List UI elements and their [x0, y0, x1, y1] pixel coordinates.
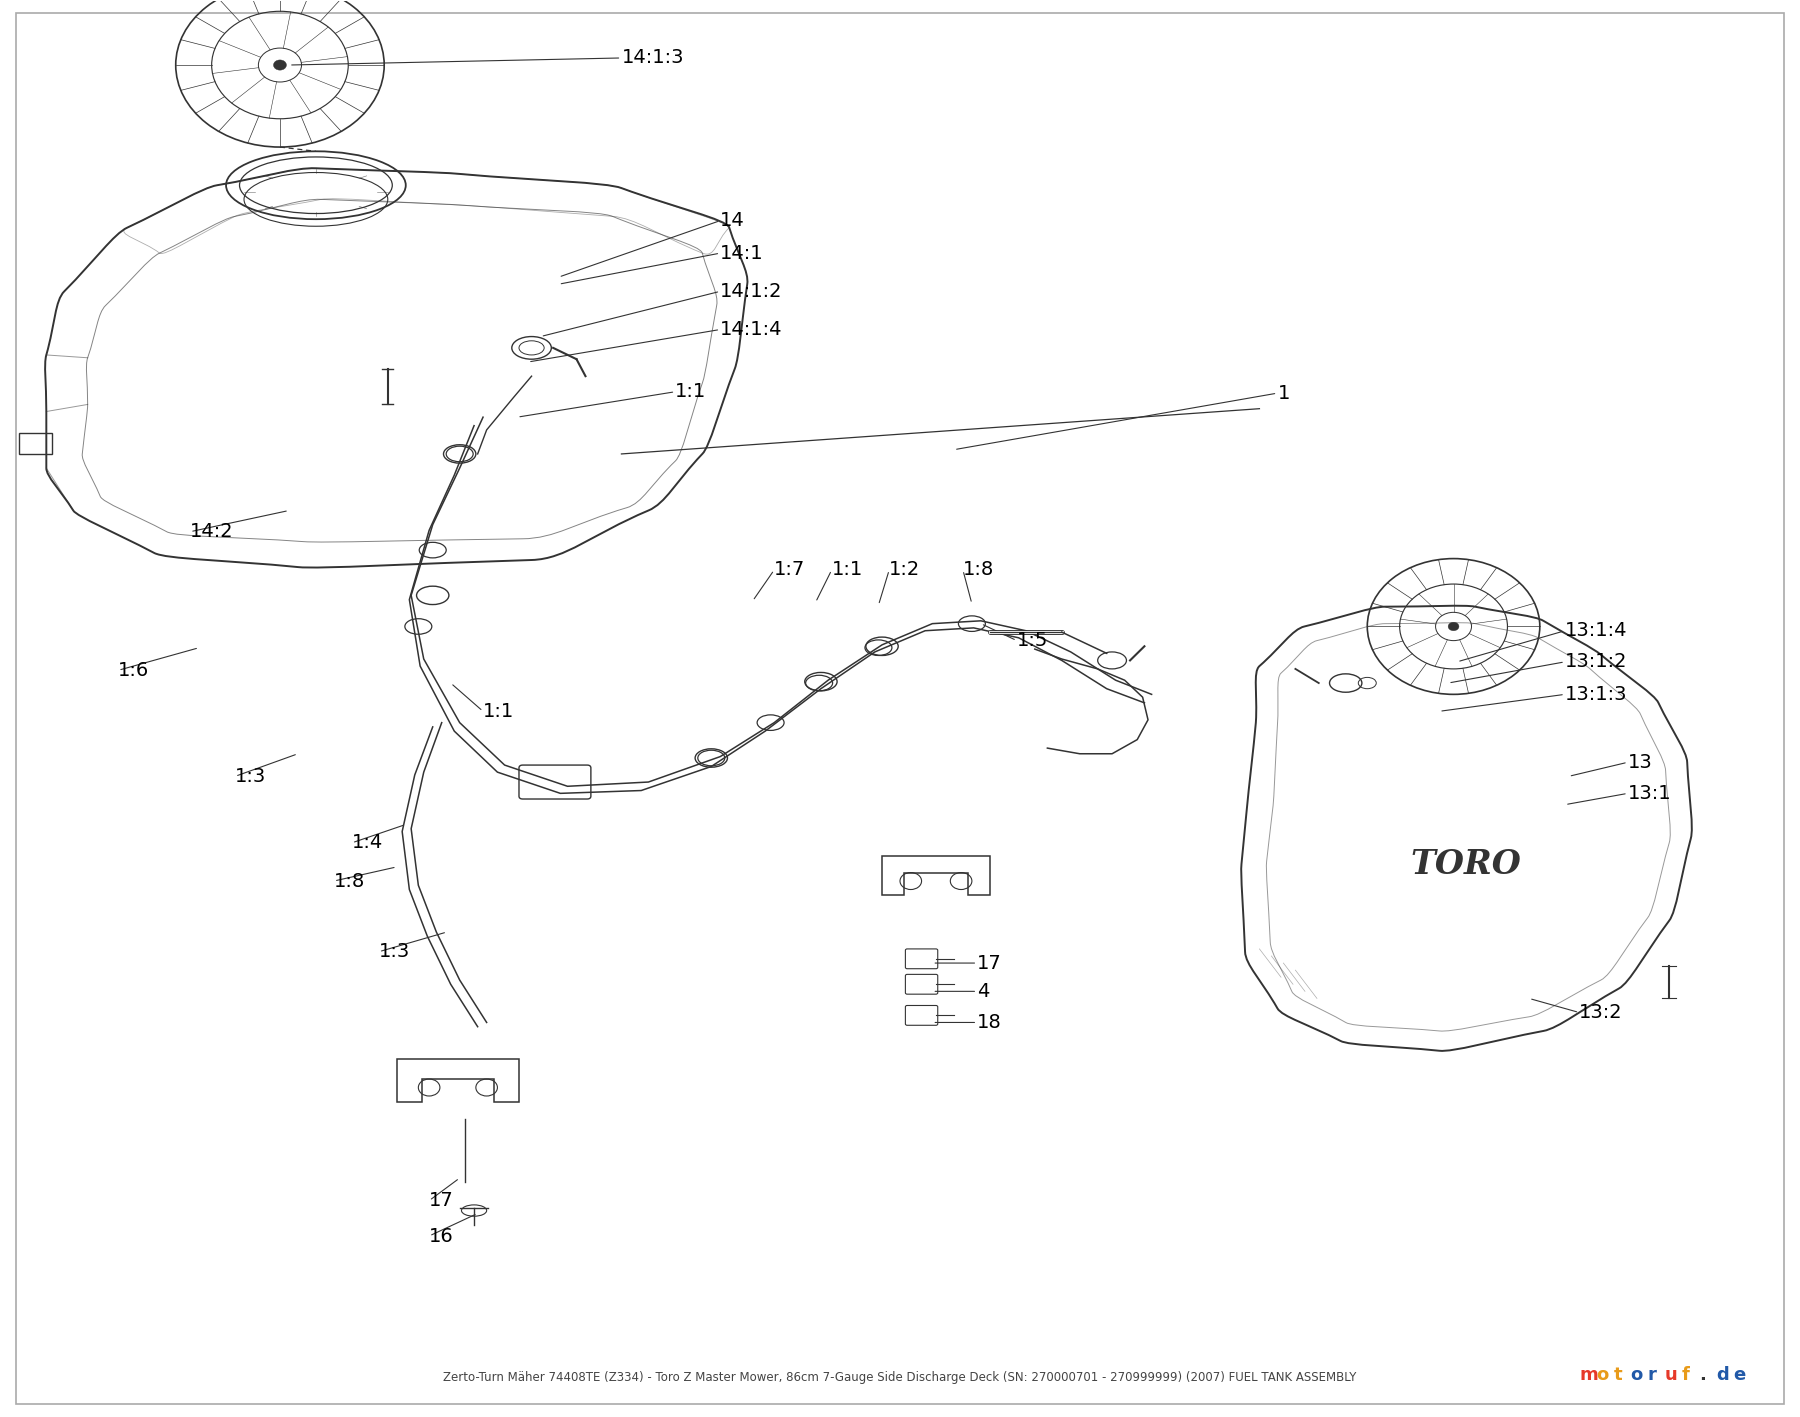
- Text: 14:2: 14:2: [191, 523, 234, 541]
- Text: f: f: [1681, 1366, 1690, 1384]
- Text: 14: 14: [720, 211, 745, 230]
- Text: 13:2: 13:2: [1579, 1003, 1624, 1022]
- Circle shape: [274, 60, 286, 69]
- Text: 13:1:3: 13:1:3: [1564, 684, 1627, 704]
- Text: 1:6: 1:6: [119, 660, 149, 680]
- Text: 1:5: 1:5: [1017, 631, 1048, 650]
- Text: 14:1:4: 14:1:4: [720, 320, 783, 339]
- Text: 17: 17: [977, 954, 1003, 972]
- Text: 14:1: 14:1: [720, 244, 763, 262]
- Text: 1:8: 1:8: [963, 560, 994, 580]
- Text: r: r: [1647, 1366, 1656, 1384]
- Text: o: o: [1631, 1366, 1643, 1384]
- Text: 13:1: 13:1: [1627, 784, 1672, 803]
- Text: Zerto-Turn Mäher 74408TE (Z334) - Toro Z Master Mower, 86cm 7-Gauge Side Dischar: Zerto-Turn Mäher 74408TE (Z334) - Toro Z…: [443, 1372, 1357, 1384]
- Text: 1: 1: [1278, 384, 1291, 402]
- Text: .: .: [1699, 1366, 1706, 1384]
- Text: 1:4: 1:4: [351, 833, 383, 853]
- Text: 1:7: 1:7: [774, 560, 805, 580]
- Text: d: d: [1715, 1366, 1728, 1384]
- Text: 13: 13: [1627, 752, 1652, 772]
- Text: 1:3: 1:3: [378, 942, 410, 961]
- Text: m: m: [1579, 1366, 1598, 1384]
- Text: 4: 4: [977, 982, 990, 1000]
- Text: 14:1:2: 14:1:2: [720, 282, 783, 300]
- Text: 1:1: 1:1: [832, 560, 862, 580]
- Text: 13:1:4: 13:1:4: [1564, 621, 1627, 640]
- Text: TORO: TORO: [1411, 847, 1521, 880]
- Text: t: t: [1613, 1366, 1622, 1384]
- Text: 17: 17: [428, 1192, 454, 1210]
- Circle shape: [1449, 622, 1460, 631]
- Text: 18: 18: [977, 1013, 1003, 1032]
- Text: 1:8: 1:8: [333, 871, 365, 890]
- Text: 13:1:2: 13:1:2: [1564, 652, 1627, 672]
- Text: 1:1: 1:1: [675, 383, 707, 401]
- Text: 14:1:3: 14:1:3: [621, 48, 684, 68]
- Text: 1:3: 1:3: [236, 767, 266, 786]
- Text: 16: 16: [428, 1227, 454, 1246]
- Text: o: o: [1597, 1366, 1609, 1384]
- Text: u: u: [1665, 1366, 1678, 1384]
- Text: 1:2: 1:2: [889, 560, 920, 580]
- Text: e: e: [1733, 1366, 1746, 1384]
- Text: 1:1: 1:1: [482, 701, 515, 721]
